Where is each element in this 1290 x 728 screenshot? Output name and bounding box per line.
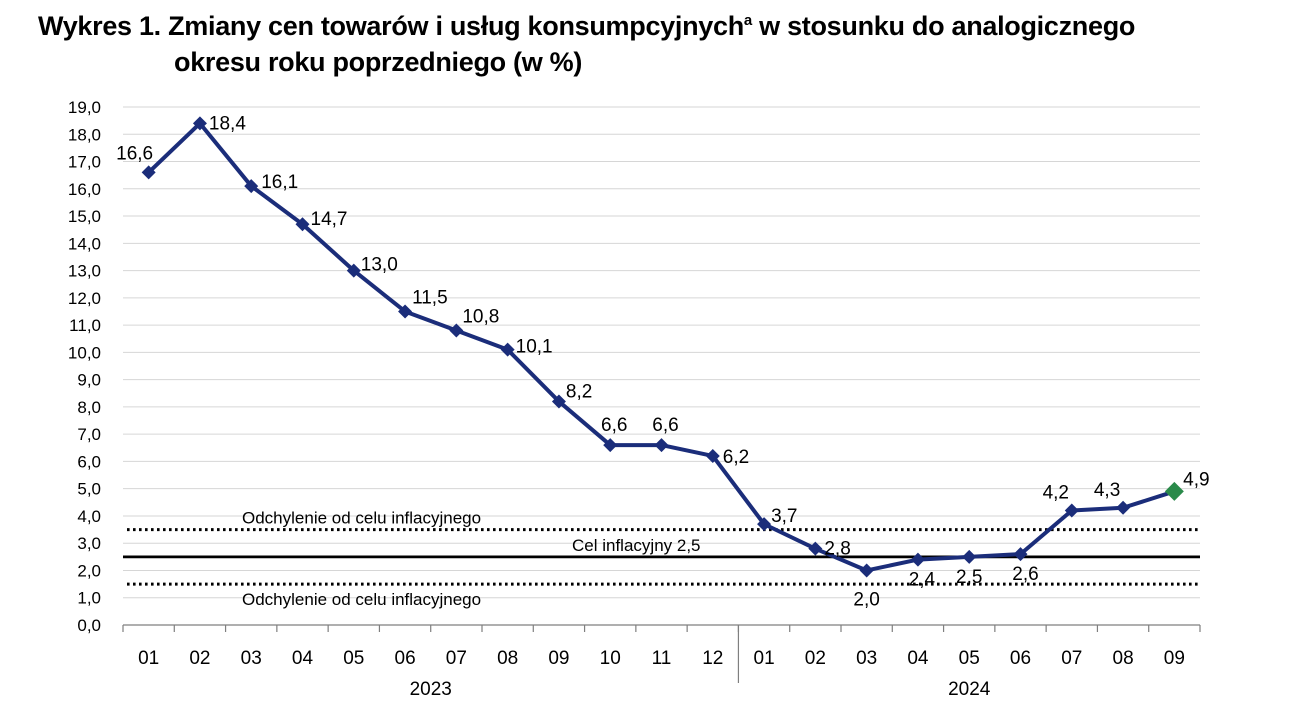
data-label: 2,6 <box>1012 564 1038 585</box>
data-point-marker <box>551 394 566 409</box>
x-tick-label: 03 <box>856 648 877 669</box>
x-group-label: 2024 <box>948 679 991 700</box>
y-tick-label: 6,0 <box>77 452 101 471</box>
y-tick-label: 8,0 <box>77 398 101 417</box>
y-tick-label: 1,0 <box>77 589 101 608</box>
chart-title-line-2: okresu roku poprzedniego (w %) <box>174 47 583 77</box>
chart-title-line-1: Wykres 1. Zmiany cen towarów i usług kon… <box>38 8 1268 44</box>
x-tick-label: 06 <box>1010 648 1031 669</box>
y-tick-label: 17,0 <box>68 153 101 172</box>
data-label: 4,2 <box>1043 482 1069 503</box>
y-tick-label: 13,0 <box>68 262 101 281</box>
x-tick-label: 10 <box>600 648 621 669</box>
y-tick-label: 5,0 <box>77 480 101 499</box>
data-point-marker <box>141 165 156 180</box>
y-tick-label: 16,0 <box>68 180 101 199</box>
upper-deviation-label: Odchylenie od celu inflacyjnego <box>242 509 481 528</box>
x-tick-label: 02 <box>805 648 826 669</box>
data-point-marker <box>346 263 361 278</box>
data-label: 14,7 <box>311 209 348 230</box>
x-tick-label: 04 <box>907 648 929 669</box>
y-tick-label: 7,0 <box>77 425 101 444</box>
data-point-marker <box>910 552 925 567</box>
data-label: 4,9 <box>1183 469 1209 490</box>
data-point-marker <box>192 116 207 131</box>
data-label: 13,0 <box>361 255 398 276</box>
target-label: Cel inflacyjny 2,5 <box>572 536 701 555</box>
data-label: 6,6 <box>601 415 627 436</box>
data-point-marker <box>1013 547 1028 562</box>
x-tick-label: 04 <box>292 648 314 669</box>
data-label: 16,6 <box>116 143 153 164</box>
y-tick-label: 15,0 <box>68 207 101 226</box>
x-tick-label: 08 <box>497 648 518 669</box>
data-label: 10,1 <box>516 337 553 358</box>
data-label: 3,7 <box>771 506 797 527</box>
data-point-marker <box>859 563 874 578</box>
data-label: 2,0 <box>853 589 879 610</box>
data-label: 2,4 <box>909 570 936 591</box>
highlight-marker <box>1164 481 1184 501</box>
data-point-marker <box>603 438 618 453</box>
x-tick-label: 07 <box>446 648 467 669</box>
data-label: 2,5 <box>956 567 982 588</box>
data-label: 18,4 <box>209 113 246 134</box>
data-label: 8,2 <box>566 381 592 402</box>
lower-deviation-label: Odchylenie od celu inflacyjnego <box>242 590 481 609</box>
x-tick-label: 01 <box>754 648 775 669</box>
x-tick-label: 05 <box>959 648 980 669</box>
y-tick-label: 10,0 <box>68 343 101 362</box>
data-point-marker <box>500 342 515 357</box>
data-point-marker <box>654 438 669 453</box>
x-tick-label: 08 <box>1113 648 1134 669</box>
y-tick-label: 18,0 <box>68 125 101 144</box>
data-label: 11,5 <box>412 287 448 308</box>
chart-title-rest: w stosunku do analogicznego <box>751 11 1136 41</box>
data-label: 4,3 <box>1094 480 1120 501</box>
footnote-marker: a <box>743 12 752 29</box>
data-point-marker <box>449 323 464 338</box>
chart-title-prefix: Wykres 1. Zmiany cen towarów i usług kon… <box>38 11 744 41</box>
x-tick-label: 12 <box>702 648 723 669</box>
x-tick-label: 11 <box>652 648 672 669</box>
data-point-marker <box>962 549 977 564</box>
data-point-marker <box>1064 503 1079 518</box>
y-tick-label: 9,0 <box>77 371 101 390</box>
data-point-marker <box>757 517 772 532</box>
x-group-label: 2023 <box>410 679 452 700</box>
data-label: 2,8 <box>824 539 850 560</box>
y-tick-label: 0,0 <box>77 616 101 635</box>
series-line <box>147 121 1175 573</box>
y-tick-label: 11,0 <box>69 316 101 335</box>
data-label: 6,6 <box>652 415 678 436</box>
y-tick-label: 19,0 <box>68 98 101 117</box>
data-label: 10,8 <box>462 307 499 328</box>
y-tick-label: 12,0 <box>68 289 101 308</box>
x-tick-label: 05 <box>343 648 364 669</box>
data-point-marker <box>244 179 259 194</box>
x-tick-label: 03 <box>241 648 262 669</box>
data-point-marker <box>705 448 720 463</box>
data-label: 6,2 <box>723 447 749 468</box>
x-tick-label: 09 <box>548 648 569 669</box>
y-tick-label: 2,0 <box>77 561 101 580</box>
data-point-marker <box>398 304 413 319</box>
data-point-marker <box>295 217 310 232</box>
x-tick-label: 01 <box>138 648 159 669</box>
x-tick-label: 07 <box>1061 648 1082 669</box>
x-tick-label: 06 <box>395 648 416 669</box>
chart-title: Wykres 1. Zmiany cen towarów i usług kon… <box>38 8 1268 80</box>
y-tick-label: 14,0 <box>68 234 101 253</box>
data-point-marker <box>1116 500 1131 515</box>
y-tick-label: 3,0 <box>77 534 101 553</box>
y-tick-label: 4,0 <box>77 507 101 526</box>
data-point-marker <box>808 541 823 556</box>
x-tick-label: 09 <box>1164 648 1185 669</box>
data-label: 16,1 <box>261 172 298 193</box>
x-tick-label: 02 <box>189 648 210 669</box>
